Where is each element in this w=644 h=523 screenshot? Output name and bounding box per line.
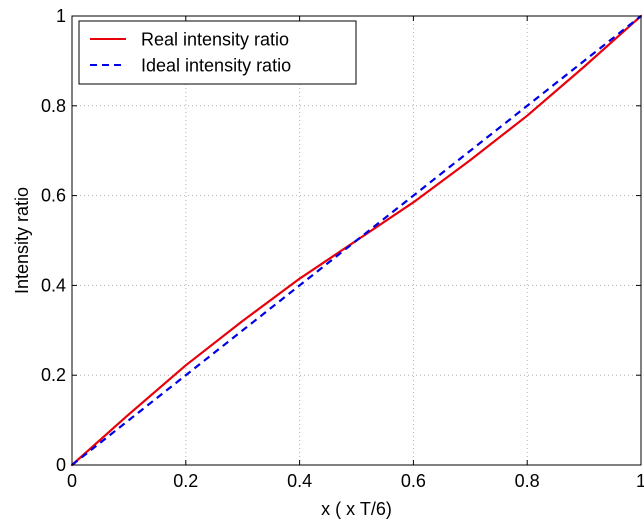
x-tick-label: 1: [636, 471, 644, 491]
series-layer: [70, 14, 643, 467]
y-tick-label: 0.2: [41, 365, 66, 385]
y-axis-label: Intensity ratio: [12, 187, 32, 294]
legend-label-real: Real intensity ratio: [141, 30, 289, 50]
y-tick-label: 0: [56, 455, 66, 475]
legend: Real intensity ratio Ideal intensity rat…: [78, 20, 357, 85]
legend-box: [78, 20, 357, 85]
x-tick-label: 0.8: [515, 471, 540, 491]
grid-layer: [72, 16, 641, 465]
x-tick-label: 0.4: [287, 471, 312, 491]
y-tick-label: 0.6: [41, 186, 66, 206]
series-line-ideal: [71, 15, 642, 466]
legend-label-ideal: Ideal intensity ratio: [141, 56, 291, 76]
x-axis-label: x ( x T/6): [321, 499, 392, 519]
plot-frame: [71, 15, 642, 466]
x-tick-label: 0.6: [401, 471, 426, 491]
y-tick-label: 0.8: [41, 96, 66, 116]
y-tick-label: 0.4: [41, 275, 66, 295]
y-tick-label: 1: [56, 6, 66, 26]
x-tick-label: 0: [67, 471, 77, 491]
tick-layer: 0 0.2 0.4 0.6 0.8 1 0 0.2 0.4 0.6 0.8 1: [41, 6, 644, 491]
x-tick-label: 0.2: [173, 471, 198, 491]
